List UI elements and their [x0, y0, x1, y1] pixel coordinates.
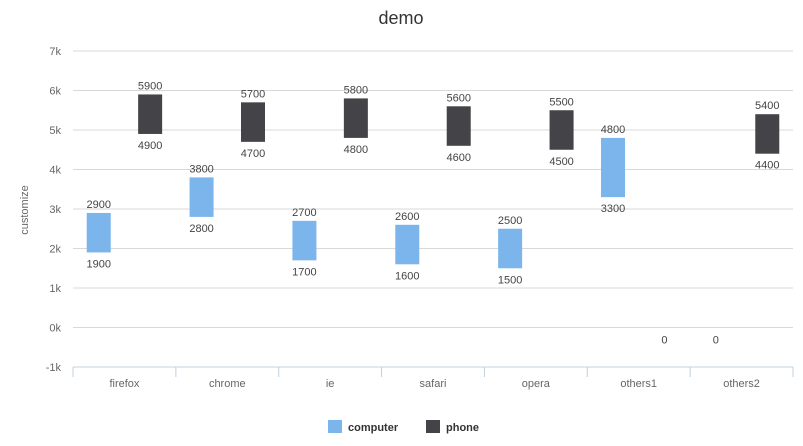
y-tick-label: 7k [49, 46, 61, 58]
chart-title: demo [378, 8, 423, 28]
y-tick-label: 0k [49, 323, 61, 335]
data-label-low: 4500 [549, 156, 573, 168]
data-label-low: 4900 [138, 140, 162, 152]
bar-computer-safari[interactable] [395, 224, 420, 265]
bar-computer-chrome[interactable] [189, 177, 214, 217]
data-label-high: 5700 [241, 88, 265, 100]
data-labels: 2900 1900 3800 2800 2700 1700 2600 1600 2500 1500… [86, 80, 779, 346]
x-category-label: others1 [620, 378, 657, 390]
data-label-low: 1500 [498, 274, 522, 286]
bar-phone-others2[interactable] [755, 114, 780, 154]
y-axis-label: customize [19, 185, 31, 235]
data-label-low: 4400 [755, 160, 779, 172]
x-category-label: safari [420, 378, 447, 390]
y-tick-label: 5k [49, 125, 61, 137]
x-category-label: others2 [723, 378, 760, 390]
x-axis: firefox chrome ie safari opera others1 others2 [72, 366, 794, 390]
legend-item-computer[interactable]: computer [328, 420, 399, 434]
legend-label: computer [348, 422, 399, 434]
data-label-low: 4800 [344, 144, 368, 156]
bar-phone-opera[interactable] [549, 110, 574, 150]
legend-swatch [426, 420, 440, 433]
data-label-high: 3800 [189, 163, 213, 175]
data-label-low: 1700 [292, 266, 316, 278]
bar-phone-safari[interactable] [446, 106, 471, 146]
grid [73, 50, 793, 368]
y-axis-ticks: -1k 0k 1k 2k 3k 4k 5k 6k 7k [46, 46, 62, 374]
legend-swatch [328, 420, 342, 433]
data-label-high: 2900 [86, 199, 110, 211]
data-label-zero: 0 [713, 335, 719, 347]
data-label-high: 2700 [292, 207, 316, 219]
data-label-high: 5600 [446, 92, 470, 104]
plot-area [86, 94, 780, 269]
x-category-label: ie [326, 378, 335, 390]
data-label-low: 2800 [189, 223, 213, 235]
data-label-zero: 0 [661, 335, 667, 347]
y-tick-label: 1k [49, 283, 61, 295]
bar-phone-chrome[interactable] [241, 102, 265, 142]
x-category-label: chrome [209, 378, 246, 390]
bar-phone-firefox[interactable] [138, 94, 163, 134]
data-label-low: 1900 [86, 258, 110, 270]
y-tick-label: -1k [46, 362, 62, 374]
data-label-high: 5800 [344, 84, 368, 96]
bar-computer-opera[interactable] [498, 228, 523, 269]
bar-phone-ie[interactable] [343, 98, 368, 138]
legend-label: phone [446, 422, 479, 434]
data-label-high: 5900 [138, 80, 162, 92]
data-label-high: 5500 [549, 96, 573, 108]
x-category-label: opera [522, 378, 551, 390]
data-label-low: 4700 [241, 148, 265, 160]
bar-computer-ie[interactable] [292, 220, 317, 261]
data-label-high: 2500 [498, 215, 522, 227]
y-tick-label: 2k [49, 244, 61, 256]
legend-item-phone[interactable]: phone [426, 420, 479, 434]
data-label-high: 2600 [395, 211, 419, 223]
bar-computer-others1[interactable] [601, 137, 625, 198]
bar-computer-firefox[interactable] [86, 212, 111, 253]
x-category-label: firefox [109, 378, 139, 390]
legend[interactable]: computer phone [328, 420, 479, 434]
data-label-low: 1600 [395, 270, 419, 282]
y-tick-label: 4k [49, 165, 61, 177]
data-label-high: 5400 [755, 100, 779, 112]
data-label-low: 3300 [601, 203, 625, 215]
y-tick-label: 6k [49, 86, 61, 98]
data-label-high: 4800 [601, 124, 625, 136]
data-label-low: 4600 [446, 152, 470, 164]
y-tick-label: 3k [49, 204, 61, 216]
